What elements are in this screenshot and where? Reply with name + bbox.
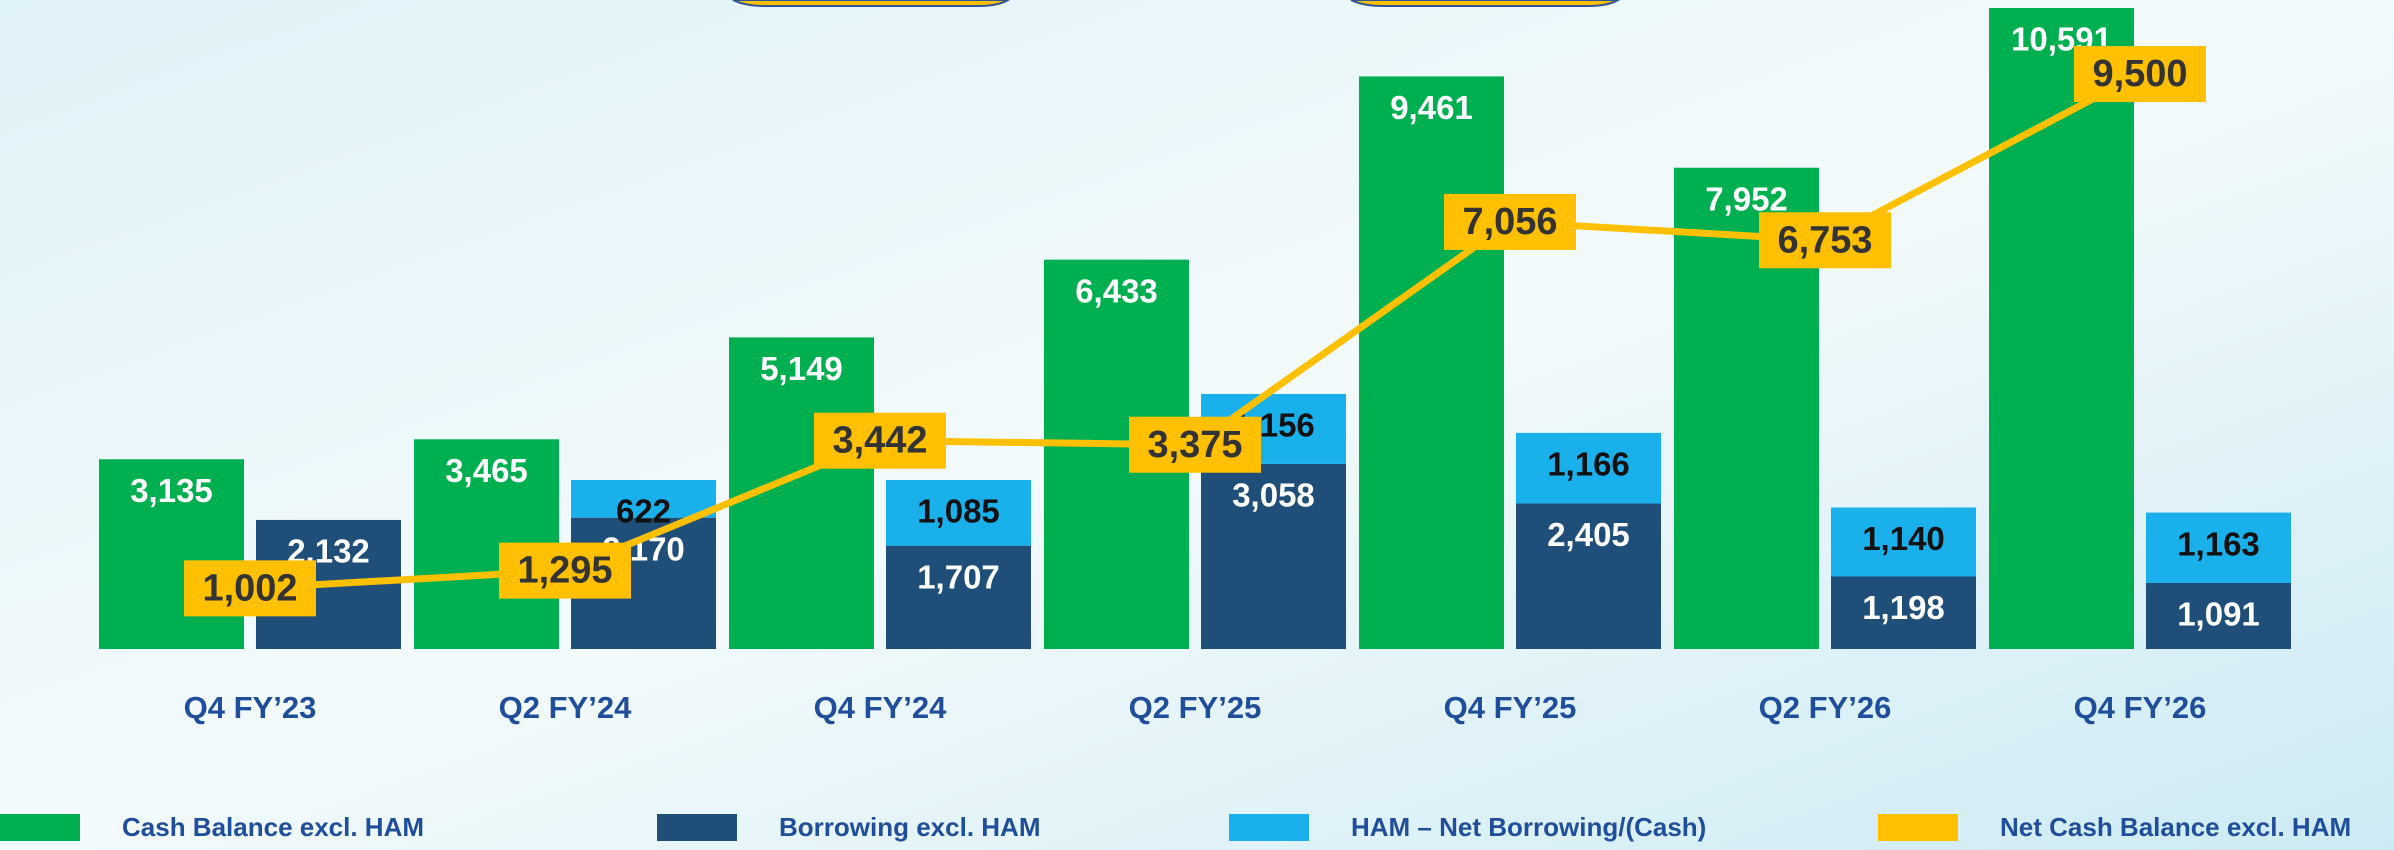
decor-tab bbox=[1350, 0, 1620, 7]
line-label-box bbox=[2074, 46, 2206, 103]
bar bbox=[1359, 76, 1504, 649]
line-value-label: 3,375 bbox=[1147, 424, 1242, 466]
line-value-label: 1,002 bbox=[202, 567, 297, 609]
line-value-label: 3,442 bbox=[832, 420, 927, 462]
x-tick-label: Q4 FY’26 bbox=[2074, 690, 2207, 725]
line-label-box bbox=[1444, 193, 1576, 250]
bar-value-label: 3,465 bbox=[445, 452, 528, 489]
line-label-box bbox=[1759, 212, 1891, 269]
segment-value-label: 1,707 bbox=[917, 558, 1000, 595]
legend-swatch bbox=[657, 814, 737, 841]
x-tick-label: Q2 FY’25 bbox=[1129, 690, 1262, 725]
stack-segment bbox=[886, 480, 1031, 546]
segment-value-label: 1,085 bbox=[917, 493, 1000, 530]
stack-segment bbox=[1516, 432, 1661, 504]
segment-value-label: 2,405 bbox=[1547, 516, 1630, 553]
segment-value-label: 622 bbox=[616, 493, 671, 530]
x-tick-label: Q2 FY’24 bbox=[499, 690, 632, 725]
legend-swatch bbox=[1229, 814, 1309, 841]
legend-label: Cash Balance excl. HAM bbox=[122, 812, 424, 842]
segment-value-label: 1,163 bbox=[2177, 525, 2260, 562]
line-label-box bbox=[184, 560, 316, 617]
segment-value-label: 1,140 bbox=[1862, 520, 1945, 557]
line-label-box bbox=[814, 412, 946, 469]
x-tick-label: Q2 FY’26 bbox=[1759, 690, 1892, 725]
stack-segment bbox=[886, 545, 1031, 649]
bar-value-label: 9,461 bbox=[1390, 89, 1473, 126]
bar-value-label: 7,952 bbox=[1705, 180, 1788, 217]
bar-value-label: 6,433 bbox=[1075, 272, 1158, 309]
segment-value-label: 1,166 bbox=[1547, 446, 1630, 483]
legend: Cash Balance excl. HAM Borrowing excl. HA… bbox=[0, 812, 2351, 842]
stack-segment bbox=[1516, 503, 1661, 649]
stack-segment bbox=[2146, 512, 2291, 583]
stack-segment bbox=[1831, 507, 1976, 577]
legend-label: Borrowing excl. HAM bbox=[779, 812, 1040, 842]
line-label-box bbox=[1129, 416, 1261, 473]
stack-segment bbox=[2146, 582, 2291, 649]
stack-segment bbox=[1201, 463, 1346, 649]
bar-value-label: 3,135 bbox=[130, 472, 213, 509]
line-label-box bbox=[499, 542, 631, 599]
line-value-label: 7,056 bbox=[1462, 201, 1557, 243]
stack-segment bbox=[1831, 576, 1976, 649]
bar-value-label: 5,149 bbox=[760, 350, 843, 387]
line-value-label: 1,295 bbox=[517, 550, 612, 592]
legend-label: Net Cash Balance excl. HAM bbox=[2000, 812, 2351, 842]
stack-segment bbox=[571, 480, 716, 518]
line-value-label: 9,500 bbox=[2092, 53, 2187, 95]
segment-value-label: 1,198 bbox=[1862, 589, 1945, 626]
legend-swatch bbox=[1878, 814, 1958, 841]
x-tick-label: Q4 FY’23 bbox=[184, 690, 317, 725]
segment-value-label: 1,091 bbox=[2177, 596, 2260, 633]
legend-swatch bbox=[0, 814, 80, 841]
line-value-label: 6,753 bbox=[1777, 219, 1872, 261]
segment-value-label: 3,058 bbox=[1232, 477, 1315, 514]
legend-label: HAM – Net Borrowing/(Cash) bbox=[1351, 812, 1706, 842]
x-tick-label: Q4 FY’25 bbox=[1444, 690, 1577, 725]
x-tick-label: Q4 FY’24 bbox=[814, 690, 947, 725]
decor-tab bbox=[732, 0, 1010, 7]
bar bbox=[99, 459, 244, 649]
bar bbox=[1989, 8, 2134, 649]
